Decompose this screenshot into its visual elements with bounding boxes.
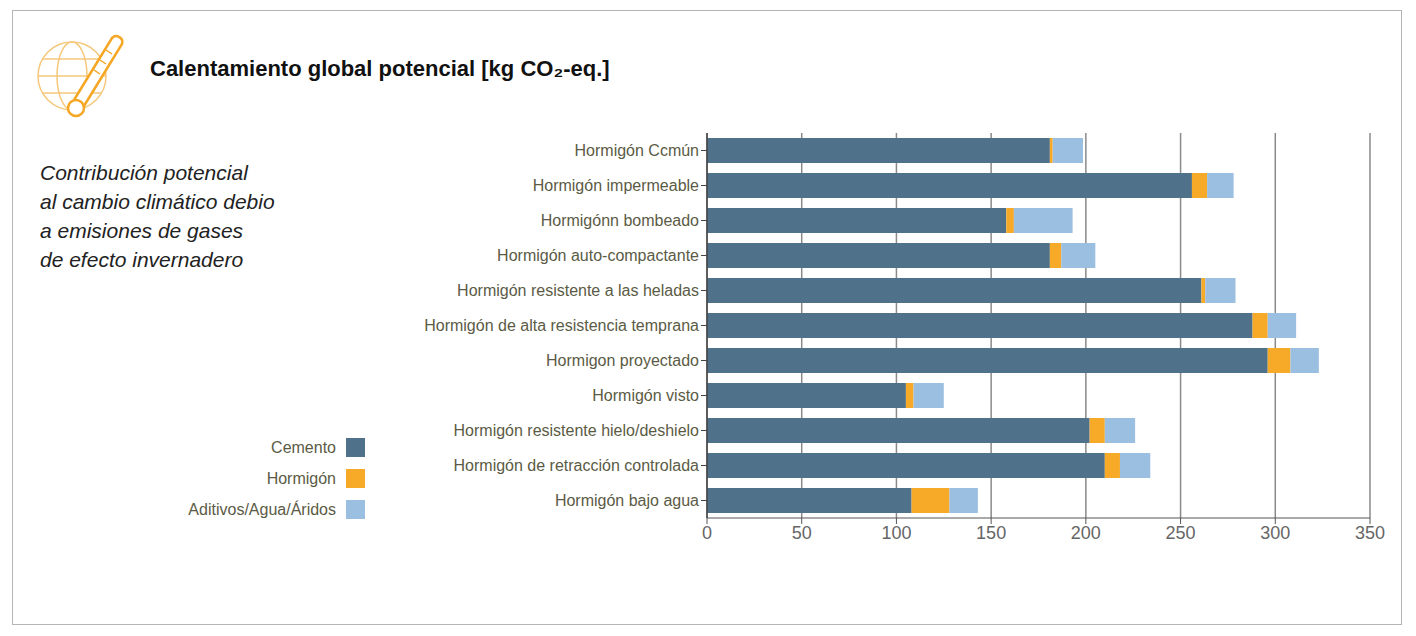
html-text:Contribución potencial al camb: Contribución potencial al cambio climáti… (40, 161, 275, 271)
svg-text:Hormigón Ccmún: Hormigón Ccmún (575, 142, 699, 159)
svg-text:100: 100 (881, 523, 911, 543)
svg-text:300: 300 (1260, 523, 1290, 543)
svg-text:Hormigón bajo agua: Hormigón bajo agua (555, 492, 699, 509)
svg-text:Hormigón de alta resistencia t: Hormigón de alta resistencia temprana (424, 317, 699, 334)
html-text:Cemento: Cemento (271, 438, 336, 456)
svg-text:Hormigón resistente hielo/desh: Hormigón resistente hielo/deshielo (454, 422, 700, 439)
svg-text:150: 150 (976, 523, 1006, 543)
svg-text:Hormigón visto: Hormigón visto (592, 387, 699, 404)
svg-text:Hormigón de retracción control: Hormigón de retracción controlada (454, 457, 700, 474)
svg-text:Hormigónn bombeado: Hormigónn bombeado (541, 212, 699, 229)
svg-text:Hormigón resistente a las hela: Hormigón resistente a las heladas (457, 282, 699, 299)
svg-text:Hormigon proyectado: Hormigon proyectado (546, 352, 699, 369)
svg-text:0: 0 (702, 523, 712, 543)
svg-text:50: 50 (792, 523, 812, 543)
svg-text:200: 200 (1071, 523, 1101, 543)
svg-text:250: 250 (1166, 523, 1196, 543)
svg-text:350: 350 (1355, 523, 1385, 543)
html-text:Aditivos/Agua/Áridos: Aditivos/Agua/Áridos (188, 500, 336, 518)
svg-text:Hormigón impermeable: Hormigón impermeable (533, 177, 699, 194)
svg-text:Hormigón auto-compactante: Hormigón auto-compactante (497, 247, 699, 264)
html-text:Hormigón: Hormigón (266, 469, 336, 487)
html-text:Calentamiento global potencial: Calentamiento global potencial [kg CO₂-e… (150, 56, 610, 81)
